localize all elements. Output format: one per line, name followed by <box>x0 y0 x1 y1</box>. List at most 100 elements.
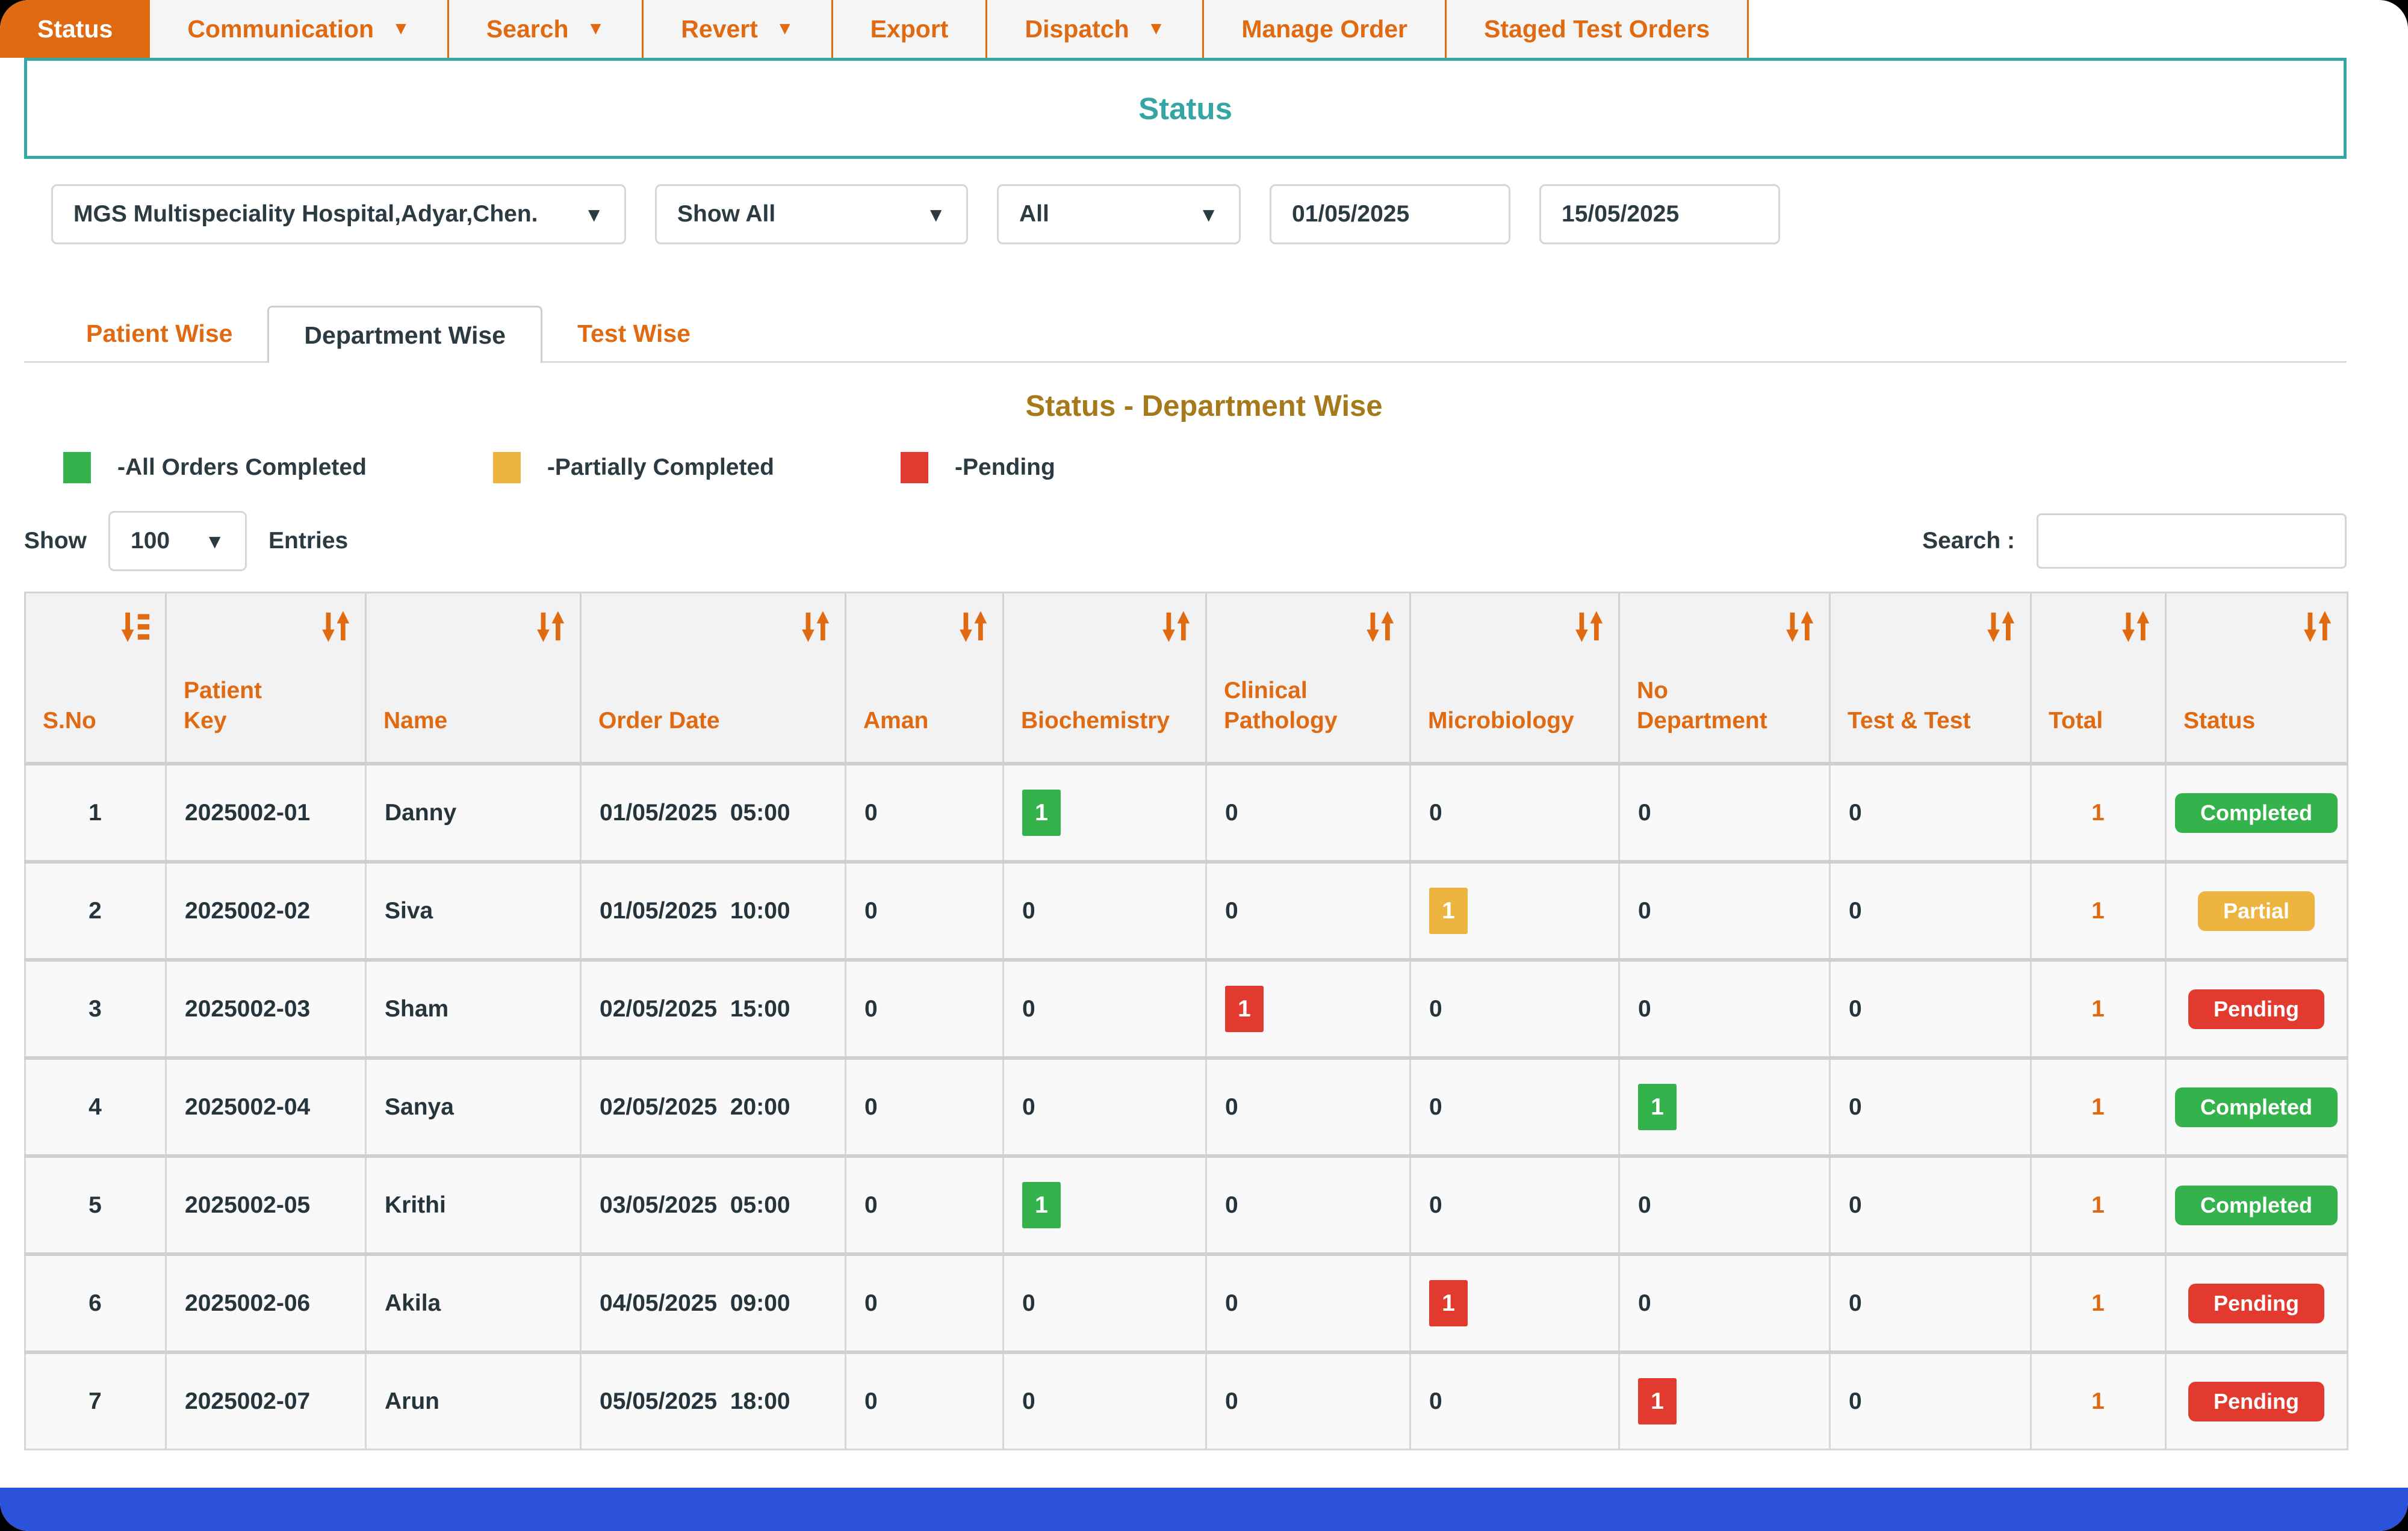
nav-tab-search[interactable]: Search ▼ <box>448 0 644 58</box>
cell-order-date: 05/05/2025 18:00 <box>580 1350 846 1450</box>
sort-updown-icon[interactable] <box>957 609 989 652</box>
nav-tab-revert[interactable]: Revert ▼ <box>644 0 833 58</box>
cell-name: Arun <box>365 1350 582 1450</box>
sort-updown-icon[interactable] <box>1572 609 1605 652</box>
cell-sno: 3 <box>24 958 167 1059</box>
hospital-select[interactable]: MGS Multispeciality Hospital,Adyar,Chen.… <box>51 184 626 244</box>
column-header-microbiology[interactable]: Microbiology <box>1409 592 1620 765</box>
column-header-test-test[interactable]: Test & Test <box>1829 592 2032 765</box>
chevron-down-icon: ▼ <box>392 19 410 39</box>
column-header-label: Patient Key <box>184 677 262 734</box>
table-body: 1 2025002-01 Danny 01/05/2025 05:00 0 1 0 0 0 0 1 C… <box>24 762 2348 1450</box>
cell-department-count: 1 <box>1618 1056 1831 1157</box>
search-area: Search : <box>1922 513 2347 569</box>
filter-bar: MGS Multispeciality Hospital,Adyar,Chen.… <box>51 184 2408 244</box>
cell-department-count: 0 <box>1618 1154 1831 1255</box>
cell-sno: 5 <box>24 1154 167 1255</box>
entries-select[interactable]: 100 ▼ <box>108 511 247 571</box>
nav-tab-label: Export <box>870 14 949 43</box>
column-header-order-date[interactable]: Order Date <box>580 592 846 765</box>
cell-name: Siva <box>365 860 582 961</box>
cell-department-count: 1 <box>1002 762 1207 863</box>
show-all-select[interactable]: Show All ▼ <box>655 184 968 244</box>
cell-department-count: 0 <box>1002 958 1207 1059</box>
cell-total: 1 <box>2030 1056 2167 1157</box>
column-header-clinical-pathology[interactable]: Clinical Pathology <box>1205 592 1411 765</box>
cell-order-date: 03/05/2025 05:00 <box>580 1154 846 1255</box>
nav-tab-label: Manage Order <box>1241 14 1408 43</box>
sort-updown-icon[interactable] <box>2119 609 2152 652</box>
legend-item: -Partially Completed <box>492 452 774 483</box>
nav-tab-status[interactable]: Status <box>0 0 150 58</box>
cell-department-count: 1 <box>1002 1154 1207 1255</box>
sort-updown-icon[interactable] <box>1159 609 1192 652</box>
sort-updown-icon[interactable] <box>2301 609 2333 652</box>
cell-order-date: 04/05/2025 09:00 <box>580 1252 846 1353</box>
column-header-name[interactable]: Name <box>365 592 582 765</box>
column-header-label: Total <box>2049 708 2103 734</box>
sort-updown-icon[interactable] <box>534 609 566 652</box>
column-header-no-department[interactable]: No Department <box>1618 592 1831 765</box>
column-header-biochemistry[interactable]: Biochemistry <box>1002 592 1207 765</box>
sort-amount-icon[interactable] <box>119 609 152 652</box>
chevron-down-icon: ▼ <box>1199 203 1218 226</box>
cell-department-count: 0 <box>1205 860 1411 961</box>
cell-patient-key: 2025002-01 <box>165 762 367 863</box>
top-nav: Status Communication ▼ Search ▼ Revert ▼ Export… <box>0 0 2408 58</box>
table-row: 5 2025002-05 Krithi 03/05/2025 05:00 0 1 0 0 0 0 1… <box>24 1154 2348 1255</box>
cell-sno: 1 <box>24 762 167 863</box>
sort-updown-icon[interactable] <box>1783 609 1816 652</box>
cell-sno: 6 <box>24 1252 167 1353</box>
cell-name: Sanya <box>365 1056 582 1157</box>
nav-tab-communication[interactable]: Communication ▼ <box>150 0 449 58</box>
tab-patient-wise[interactable]: Patient Wise <box>86 319 233 347</box>
cell-department-count: 0 <box>1002 860 1207 961</box>
legend-swatch-icon <box>492 452 521 483</box>
sort-updown-icon[interactable] <box>319 609 352 652</box>
search-input[interactable] <box>2037 513 2347 569</box>
cell-department-count: 0 <box>1205 1056 1411 1157</box>
table-row: 3 2025002-03 Sham 02/05/2025 15:00 0 0 1 0 0 0 1 Pe… <box>24 958 2348 1059</box>
cell-department-count: 1 <box>1618 1350 1831 1450</box>
sort-updown-icon[interactable] <box>1984 609 2017 652</box>
cell-total: 1 <box>2030 762 2167 863</box>
nav-tab-staged-test-orders[interactable]: Staged Test Orders <box>1447 0 1749 58</box>
cell-department-count: 0 <box>1409 1154 1620 1255</box>
cell-patient-key: 2025002-04 <box>165 1056 367 1157</box>
cell-order-date: 02/05/2025 20:00 <box>580 1056 846 1157</box>
from-date-input[interactable]: 01/05/2025 <box>1270 184 1510 244</box>
legend-swatch-icon <box>63 452 91 483</box>
column-header-label: Biochemistry <box>1021 708 1170 734</box>
column-header-status[interactable]: Status <box>2165 592 2348 765</box>
column-header-patient-key[interactable]: Patient Key <box>165 592 367 765</box>
sort-updown-icon[interactable] <box>1364 609 1396 652</box>
cell-order-date: 02/05/2025 15:00 <box>580 958 846 1059</box>
cell-department-count: 0 <box>1829 860 2032 961</box>
count-badge: 1 <box>1429 1280 1468 1326</box>
nav-tab-label: Dispatch <box>1025 14 1129 43</box>
cell-department-count: 0 <box>1205 762 1411 863</box>
cell-department-count: 0 <box>845 1154 1004 1255</box>
nav-tab-label: Revert <box>681 14 758 43</box>
nav-tab-manage-order[interactable]: Manage Order <box>1204 0 1447 58</box>
legend-item: -Pending <box>901 452 1055 483</box>
nav-tab-dispatch[interactable]: Dispatch ▼ <box>987 0 1205 58</box>
column-header-s-no[interactable]: S.No <box>24 592 167 765</box>
sort-updown-icon[interactable] <box>799 609 831 652</box>
column-header-total[interactable]: Total <box>2030 592 2167 765</box>
cell-department-count: 0 <box>1618 762 1831 863</box>
search-label: Search : <box>1922 528 2015 554</box>
column-header-label: S.No <box>43 708 96 734</box>
from-date-value: 01/05/2025 <box>1292 201 1410 227</box>
tab-test-wise[interactable]: Test Wise <box>577 319 690 347</box>
nav-tab-export[interactable]: Export <box>833 0 988 58</box>
show-label: Show <box>24 528 87 554</box>
tab-department-wise[interactable]: Department Wise <box>267 306 542 363</box>
status-badge: Pending <box>2188 1381 2324 1421</box>
cell-department-count: 0 <box>1829 762 2032 863</box>
column-header-label: Microbiology <box>1428 708 1574 734</box>
status-legend: -All Orders Completed -Partially Complete… <box>63 452 2408 483</box>
to-date-input[interactable]: 15/05/2025 <box>1539 184 1780 244</box>
column-header-aman[interactable]: Aman <box>845 592 1004 765</box>
department-select[interactable]: All ▼ <box>997 184 1241 244</box>
